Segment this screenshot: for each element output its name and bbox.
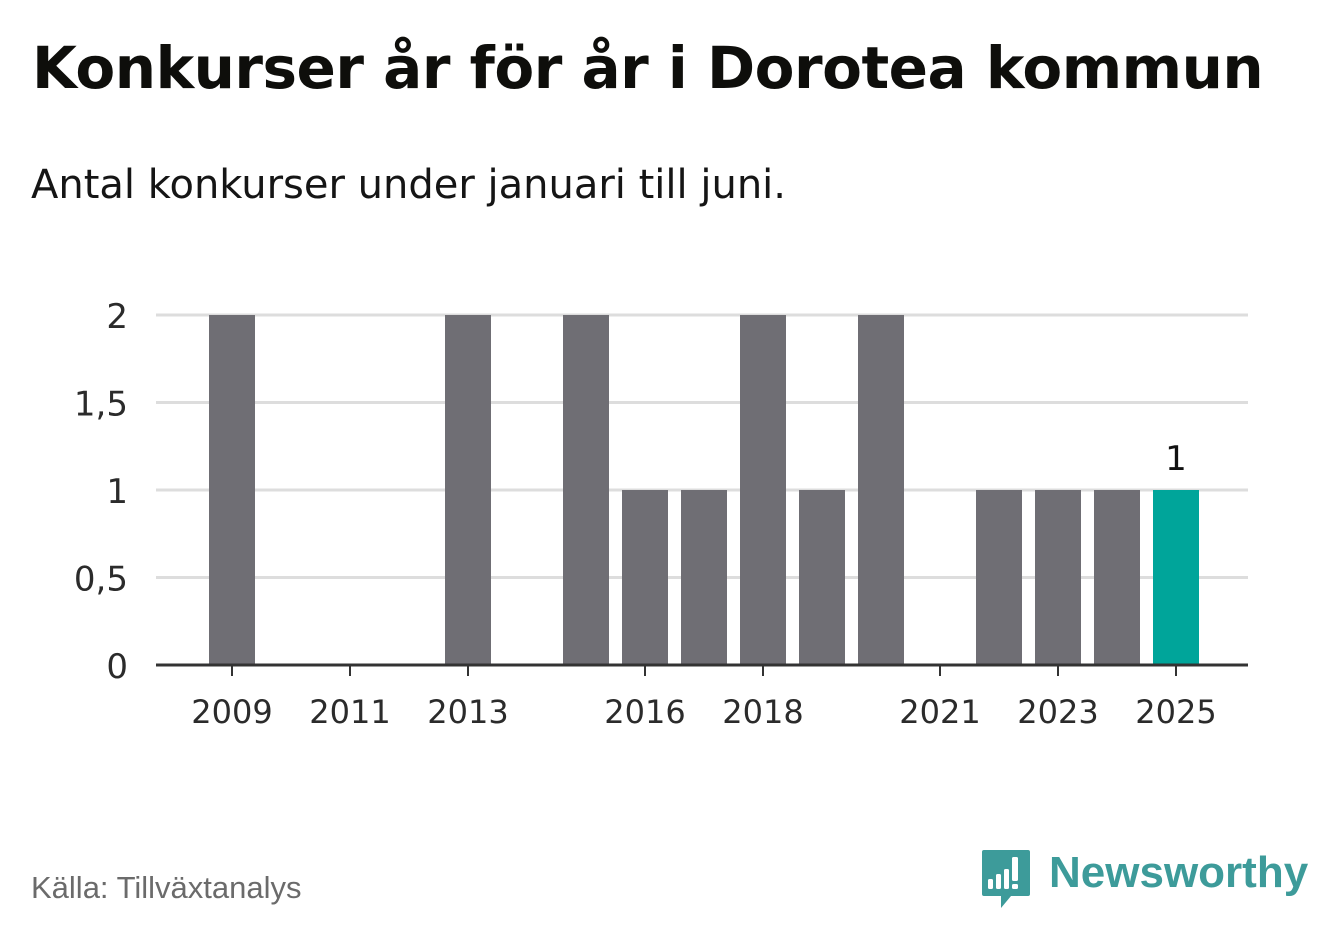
x-tick-label: 2016 (604, 693, 685, 731)
y-tick-label: 1 (106, 472, 128, 512)
bar (209, 315, 255, 665)
source-note: Källa: Tillväxtanalys (31, 870, 302, 905)
bar (799, 490, 845, 665)
bar (740, 315, 786, 665)
y-tick-label: 0 (106, 647, 128, 687)
chart-subtitle: Antal konkurser under januari till juni. (31, 162, 786, 208)
data-label: 1 (1165, 439, 1187, 479)
y-tick-label: 0,5 (74, 560, 128, 600)
bar (858, 315, 904, 665)
x-tick-label: 2023 (1017, 693, 1098, 731)
bar (622, 490, 668, 665)
chart-title: Konkurser år för år i Dorotea kommun (32, 34, 1264, 102)
bar (681, 490, 727, 665)
y-tick-label: 2 (106, 297, 128, 337)
brand-logo: Newsworthy (981, 848, 1308, 912)
x-tick-label: 2009 (191, 693, 272, 731)
bar (976, 490, 1022, 665)
x-tick-label: 2018 (722, 693, 803, 731)
x-tick-label: 2011 (309, 693, 390, 731)
bar (1094, 490, 1140, 665)
bar (1153, 490, 1199, 665)
x-tick-label: 2021 (899, 693, 980, 731)
brand-name: Newsworthy (1049, 848, 1309, 897)
bar-chart: 0 0,5 1 1,5 2 2009 2011 2013 2016 2018 2021 2023 202… (74, 297, 1248, 731)
x-tick-label: 2013 (427, 693, 508, 731)
bar (1035, 490, 1081, 665)
bar (563, 315, 609, 665)
bar (445, 315, 491, 665)
newsworthy-bar-chart-icon (982, 850, 1030, 908)
y-tick-label: 1,5 (74, 385, 128, 425)
x-tick-label: 2025 (1135, 693, 1216, 731)
